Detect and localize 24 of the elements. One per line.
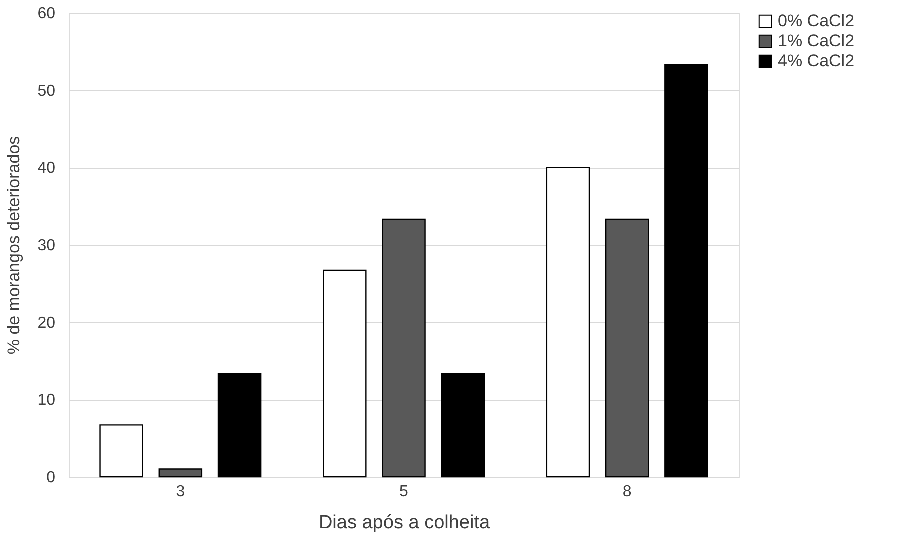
x-tick-label: 5 <box>400 484 409 500</box>
bar <box>382 218 426 478</box>
y-tick-label: 30 <box>38 238 56 254</box>
y-tick-label: 60 <box>38 6 56 22</box>
x-tick-label: 8 <box>622 484 632 500</box>
x-tick-label: 3 <box>176 484 186 500</box>
bar <box>664 64 708 478</box>
y-axis-title: % de morangos deteriorados <box>4 136 24 355</box>
bar <box>158 468 203 478</box>
bar <box>605 218 650 478</box>
y-tick-label: 20 <box>38 314 56 332</box>
x-axis-title: Dias após a colheita <box>318 512 490 534</box>
y-tick-label: 40 <box>38 160 56 178</box>
bar <box>441 374 485 478</box>
bar <box>218 374 262 478</box>
bar <box>100 424 144 478</box>
y-tick-label: 10 <box>38 392 56 410</box>
y-tick-label: 0 <box>46 470 56 486</box>
bar <box>546 167 590 478</box>
y-tick-label: 50 <box>38 82 56 100</box>
legend-label: 0% CaCl2 <box>778 12 855 30</box>
legend-label: 4% CaCl2 <box>778 52 855 70</box>
bar <box>323 270 367 478</box>
legend-label: 1% CaCl2 <box>778 32 855 50</box>
